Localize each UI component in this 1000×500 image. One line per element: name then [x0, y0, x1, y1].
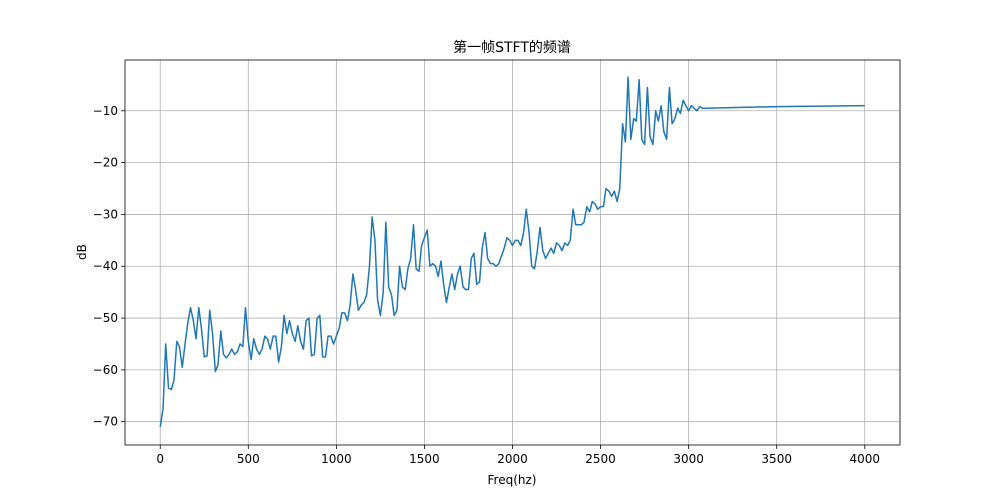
- x-tick-label: 2000: [497, 452, 528, 466]
- y-tick-label: −60: [93, 363, 118, 377]
- x-tick-label: 2500: [585, 452, 616, 466]
- x-tick-label: 0: [156, 452, 164, 466]
- x-axis-label: Freq(hz): [488, 473, 537, 487]
- axes-frame: [124, 59, 901, 446]
- y-tick-label: −30: [93, 207, 118, 221]
- y-tick-label: −20: [93, 156, 118, 170]
- y-tick-label: −70: [93, 415, 118, 429]
- chart-title: 第一帧STFT的频谱: [453, 39, 571, 56]
- line-series: [159, 76, 865, 427]
- y-axis-label: dB: [75, 244, 89, 260]
- x-tick-label: 3000: [673, 452, 704, 466]
- x-tick-label: 4000: [849, 452, 880, 466]
- y-tick-label: −40: [93, 259, 118, 273]
- x-tick-label: 500: [237, 452, 260, 466]
- x-tick-label: 1500: [409, 452, 440, 466]
- x-tick-label: 3500: [761, 452, 792, 466]
- y-tick-label: −10: [93, 104, 118, 118]
- y-tick-label: −50: [93, 311, 118, 325]
- x-tick-label: 1000: [321, 452, 352, 466]
